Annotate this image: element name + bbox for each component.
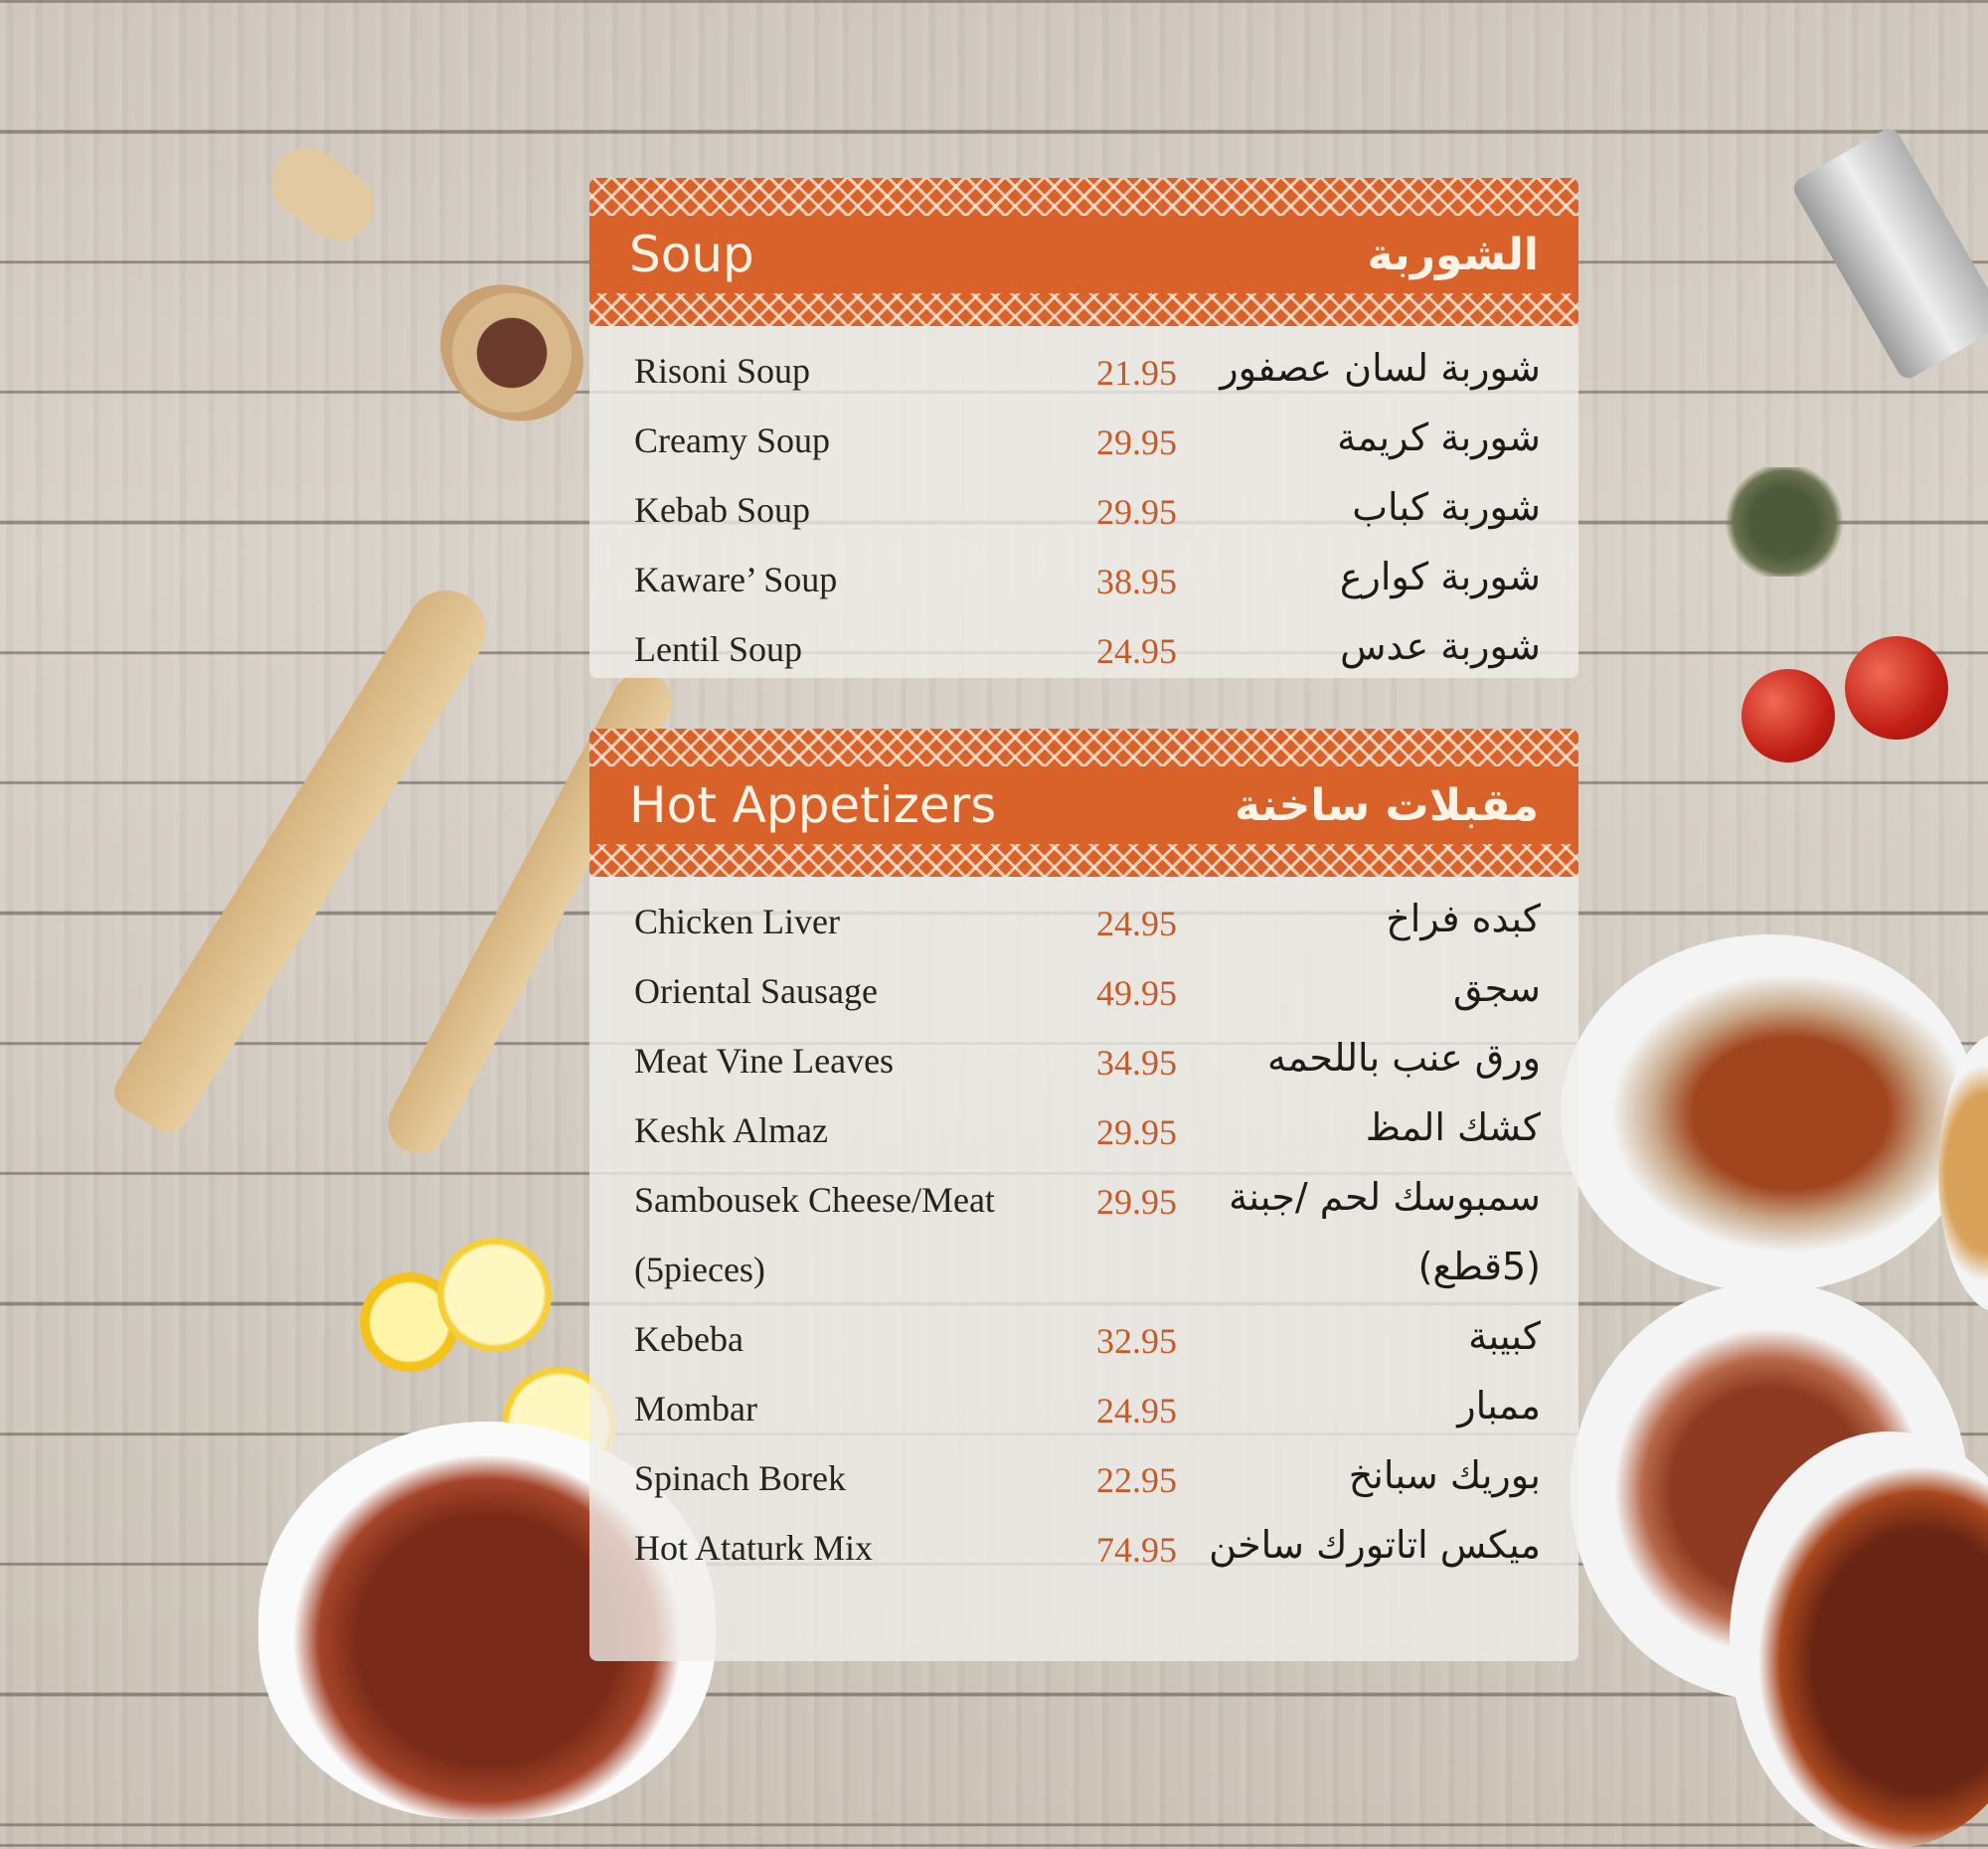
item-name-arabic: شوربة كباب: [1352, 485, 1541, 529]
pattern-border: [589, 293, 1578, 326]
lemon-image: [437, 1238, 552, 1352]
item-name: Kebab Soup: [634, 490, 810, 530]
tomato-image: [1741, 669, 1835, 762]
pattern-border: [589, 178, 1578, 216]
item-name-arabic: (5قطع): [1417, 1245, 1541, 1288]
item-price: 49.95: [1096, 973, 1177, 1013]
item-price: 29.95: [1096, 1182, 1177, 1222]
item-price: 29.95: [1096, 422, 1177, 462]
item-price: 24.95: [1096, 904, 1177, 943]
menu-item: Mombar 24.95 ممبار: [589, 1374, 1578, 1443]
menu-item: Creamy Soup 29.95 شوربة كريمة: [589, 406, 1578, 475]
item-name: Chicken Liver: [634, 902, 840, 941]
wooden-scoop-image: [257, 133, 389, 254]
item-name: Lentil Soup: [634, 629, 802, 669]
item-price: 34.95: [1096, 1043, 1177, 1083]
item-name: Kebeba: [634, 1319, 744, 1359]
item-price: 22.95: [1096, 1460, 1177, 1500]
section-header: Soup الشوربة: [589, 216, 1578, 293]
item-name: Mombar: [634, 1389, 757, 1429]
stew-dish-image: [1730, 1431, 1988, 1849]
menu-section-soup: Soup الشوربة Risoni Soup 21.95 شوربة لسان …: [589, 178, 1578, 678]
menu-item: Spinach Borek 22.95 بوريك سبانخ: [589, 1443, 1578, 1513]
item-name-arabic: كشك المظ: [1365, 1105, 1541, 1149]
section-title-arabic: الشوربة: [1367, 229, 1540, 280]
item-name: Hot Ataturk Mix: [634, 1528, 873, 1568]
section-title-arabic: مقبلات ساخنة: [1235, 779, 1539, 831]
item-name: Creamy Soup: [634, 420, 830, 460]
item-name: Oriental Sausage: [634, 971, 878, 1011]
item-name-arabic: ميكس اتاتورك ساخن: [1209, 1523, 1541, 1567]
section-title: Hot Appetizers: [629, 776, 997, 834]
menu-section-hot-appetizers: Hot Appetizers مقبلات ساخنة Chicken Live…: [589, 729, 1578, 1661]
menu-item: Kaware’ Soup 38.95 شوربة كوارع: [589, 545, 1578, 614]
menu-item: Kebab Soup 29.95 شوربة كباب: [589, 475, 1578, 545]
item-price: 21.95: [1096, 353, 1177, 393]
pattern-border: [589, 729, 1578, 766]
item-price: 24.95: [1096, 1391, 1177, 1430]
menu-item: Meat Vine Leaves 34.95 ورق عنب باللحمه: [589, 1026, 1578, 1095]
item-name: Kaware’ Soup: [634, 560, 838, 599]
salt-shaker-image: [1789, 124, 1988, 383]
item-name-arabic: ممبار: [1457, 1384, 1541, 1428]
tomato-image: [1845, 636, 1948, 740]
kebeba-dish-image: [1561, 934, 1978, 1292]
item-name: Keshk Almaz: [634, 1110, 828, 1150]
item-name-arabic: شوربة عدس: [1340, 624, 1541, 668]
menu-item: Chicken Liver 24.95 كبده فراخ: [589, 887, 1578, 956]
item-price: 29.95: [1096, 1112, 1177, 1152]
section-header: Hot Appetizers مقبلات ساخنة: [589, 766, 1578, 844]
menu-item: Oriental Sausage 49.95 سجق: [589, 956, 1578, 1026]
item-name: Sambousek Cheese/Meat: [634, 1180, 995, 1220]
item-name: Meat Vine Leaves: [634, 1041, 895, 1081]
item-price: 32.95: [1096, 1321, 1177, 1361]
menu-item: Sambousek Cheese/Meat 29.95 سمبوسك لحم /جب…: [589, 1165, 1578, 1235]
item-name: Spinach Borek: [634, 1458, 846, 1498]
item-price: 74.95: [1096, 1530, 1177, 1570]
item-name-arabic: شوربة لسان عصفور: [1220, 346, 1541, 390]
item-name-arabic: كبيبة: [1468, 1314, 1541, 1358]
item-name: Risoni Soup: [634, 351, 811, 391]
item-name-arabic: كبده فراخ: [1386, 897, 1541, 940]
menu-item: Hot Ataturk Mix 74.95 ميكس اتاتورك ساخن: [589, 1513, 1578, 1583]
item-name-arabic: شوربة كريمة: [1337, 416, 1541, 459]
item-price: 29.95: [1096, 492, 1177, 532]
item-name-arabic: ورق عنب باللحمه: [1267, 1036, 1541, 1080]
spice-scoop-image: [414, 256, 610, 449]
item-price: 38.95: [1096, 562, 1177, 601]
item-name-arabic: بوريك سبانخ: [1348, 1453, 1541, 1497]
item-name-arabic: سجق: [1452, 966, 1541, 1010]
pattern-border: [589, 844, 1578, 877]
menu-item: Lentil Soup 24.95 شوربة عدس: [589, 614, 1578, 678]
item-name-arabic: شوربة كوارع: [1339, 555, 1541, 598]
menu-item: Kebeba 32.95 كبيبة: [589, 1304, 1578, 1374]
item-name: (5pieces): [634, 1250, 765, 1289]
menu-item: (5pieces) (5قطع): [589, 1235, 1578, 1304]
item-price: 24.95: [1096, 631, 1177, 671]
section-title: Soup: [629, 226, 754, 283]
herbs-image: [1720, 467, 1849, 577]
menu-item: Risoni Soup 21.95 شوربة لسان عصفور: [589, 336, 1578, 406]
item-name-arabic: سمبوسك لحم /جبنة: [1229, 1175, 1541, 1219]
menu-item: Keshk Almaz 29.95 كشك المظ: [589, 1095, 1578, 1165]
